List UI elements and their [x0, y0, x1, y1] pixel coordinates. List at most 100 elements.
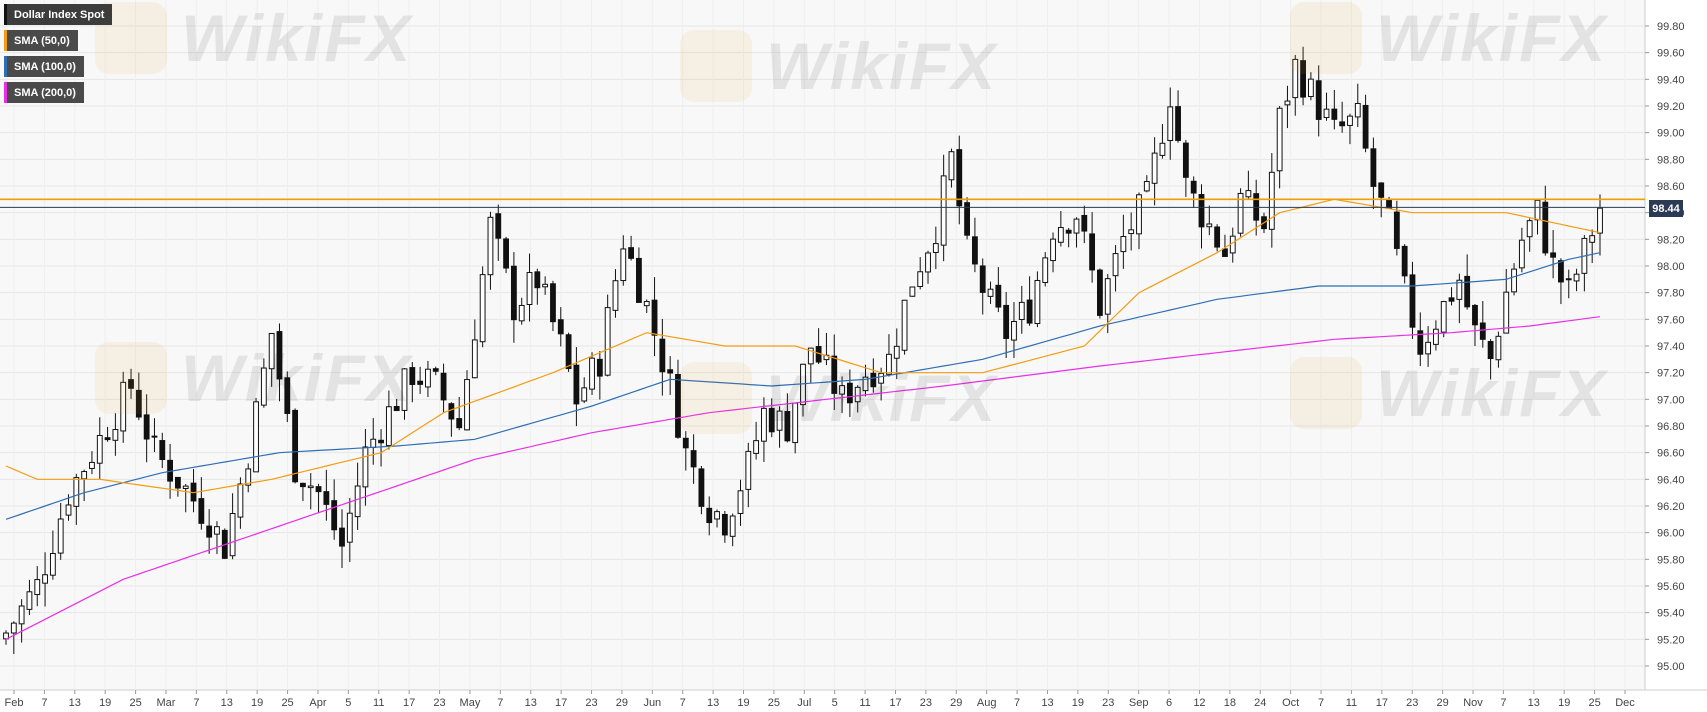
x-tick-label: Aug	[977, 697, 997, 709]
candle-up	[214, 526, 220, 535]
candle-up	[925, 252, 931, 273]
candle-up	[792, 402, 799, 444]
y-tick-label: 97.80	[1657, 288, 1685, 300]
candle-down	[1479, 322, 1486, 340]
sma-100-line	[5, 252, 1601, 520]
candle-up	[487, 216, 494, 276]
candle-up	[57, 518, 64, 554]
candle-down	[1550, 252, 1557, 258]
candle-down	[456, 418, 463, 429]
x-tick-label: 17	[403, 697, 415, 709]
candle-up	[729, 515, 736, 537]
candle-down	[995, 284, 1002, 308]
candle-down	[503, 238, 509, 269]
candle-up	[89, 461, 95, 469]
candle-down	[1472, 304, 1478, 326]
legend-swatch	[4, 56, 7, 77]
x-tick-label: 25	[1588, 697, 1600, 709]
candle-up	[268, 332, 275, 370]
candle-down	[784, 410, 791, 442]
candle-down	[971, 236, 978, 265]
candle-up	[1011, 320, 1017, 341]
x-tick-label: Feb	[5, 697, 24, 709]
candle-up	[604, 307, 611, 376]
y-tick-label: 95.00	[1657, 661, 1685, 673]
x-tick-label: 23	[585, 697, 597, 709]
y-tick-label: 99.60	[1657, 48, 1685, 60]
legend-sma-50-label: SMA (50,0)	[14, 34, 70, 47]
candle-up	[65, 504, 72, 516]
y-tick-label: 97.40	[1657, 341, 1685, 353]
x-tick-label: 17	[1376, 697, 1388, 709]
candle-up	[1292, 58, 1299, 99]
legend-title[interactable]: Dollar Index Spot	[4, 4, 113, 25]
candle-down	[768, 407, 775, 433]
candle-down	[690, 450, 697, 468]
legend-title-label: Dollar Index Spot	[14, 8, 105, 21]
candle-up	[354, 485, 361, 518]
candle-down	[636, 257, 642, 303]
x-tick-label: Jun	[643, 697, 661, 709]
candle-up	[878, 372, 885, 384]
candle-down	[1182, 142, 1189, 178]
candle-down	[292, 409, 299, 483]
candle-down	[698, 468, 705, 507]
candle-down	[198, 498, 205, 524]
legend-sma-200[interactable]: SMA (200,0)	[4, 82, 84, 103]
candle-down	[151, 435, 158, 438]
candle-down	[1409, 274, 1416, 328]
x-tick-label: 23	[1102, 697, 1114, 709]
candle-up	[1018, 301, 1025, 321]
candle-down	[135, 389, 142, 418]
candle-up	[1276, 107, 1283, 172]
candle-up	[807, 347, 814, 365]
candle-up	[1120, 236, 1127, 253]
y-tick-label: 99.20	[1657, 101, 1685, 113]
candle-down	[1448, 297, 1455, 302]
candle-up	[1354, 102, 1361, 118]
x-tick-label: 13	[69, 697, 81, 709]
y-tick-label: 96.40	[1657, 474, 1685, 486]
candle-down	[378, 439, 384, 444]
legend-sma-50[interactable]: SMA (50,0)	[4, 30, 78, 51]
candle-down	[1081, 214, 1088, 232]
x-tick-label: 25	[281, 697, 293, 709]
last-price-badge: 98.44	[1649, 200, 1683, 217]
candle-up	[1597, 207, 1603, 234]
candle-up	[1456, 279, 1463, 300]
candle-down	[1214, 226, 1221, 248]
candle-down	[128, 379, 134, 389]
candle-up	[1245, 190, 1252, 198]
x-tick-label: Sep	[1129, 697, 1149, 709]
candle-down	[534, 271, 541, 289]
candle-up	[245, 468, 252, 486]
y-tick-label: 98.60	[1657, 181, 1685, 193]
y-tick-label: 99.80	[1657, 21, 1685, 33]
candle-down	[565, 334, 572, 370]
candle-up	[307, 485, 314, 489]
candle-up	[18, 605, 25, 625]
x-tick-label: Apr	[309, 697, 326, 709]
x-tick-label: 7	[41, 697, 47, 709]
candle-up	[385, 406, 392, 447]
candle-down	[159, 440, 166, 461]
candle-up	[346, 512, 353, 543]
candle-down	[956, 149, 963, 207]
candle-up	[1526, 220, 1533, 238]
x-tick-label: 13	[525, 697, 537, 709]
candle-up	[1237, 192, 1244, 234]
x-tick-label: Jul	[797, 697, 811, 709]
x-tick-label: 7	[680, 697, 686, 709]
y-tick-label: 95.20	[1657, 634, 1685, 646]
x-tick-label: 24	[1254, 697, 1266, 709]
candle-up	[1136, 194, 1142, 235]
candle-up	[401, 368, 408, 411]
candle-down	[1362, 104, 1369, 149]
candle-down	[1558, 260, 1564, 283]
y-tick-label: 96.80	[1657, 421, 1685, 433]
x-tick-label: 25	[768, 697, 780, 709]
candle-down	[1300, 60, 1306, 98]
candle-down	[206, 525, 213, 538]
candle-down	[550, 283, 556, 323]
legend-sma-100[interactable]: SMA (100,0)	[4, 56, 84, 77]
